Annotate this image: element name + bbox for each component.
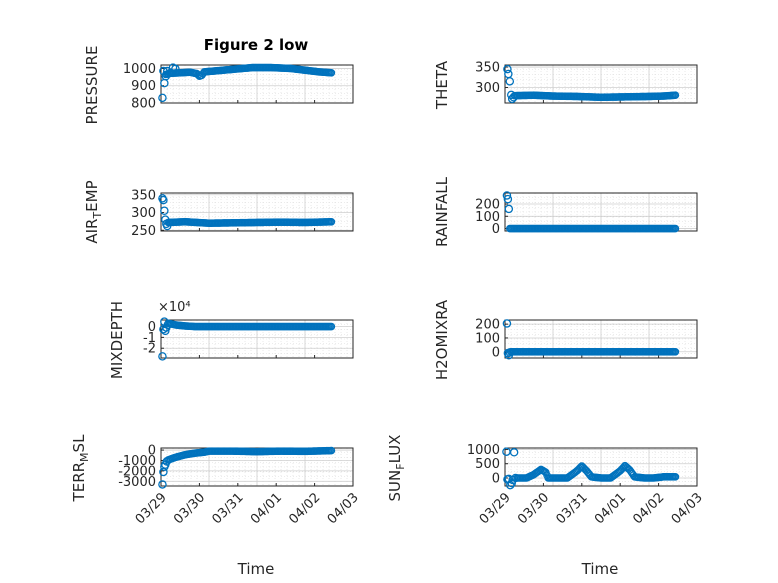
ylabel-theta: THETA <box>433 60 451 110</box>
data-point <box>327 322 336 331</box>
ytick-label: 0 <box>148 444 156 459</box>
ytick-label: 500 <box>475 457 500 472</box>
data-point <box>160 206 169 216</box>
ytick-label: 100 <box>475 331 500 346</box>
data-point <box>158 93 167 103</box>
panel-mixdepth: -2-10 <box>143 317 354 361</box>
data-point <box>162 221 172 231</box>
data-point <box>671 91 680 100</box>
panel-h2omixra-axes-box <box>504 319 698 359</box>
data-point <box>503 194 513 204</box>
ytick-label: 900 <box>131 79 156 94</box>
data-point <box>506 90 516 100</box>
data-point <box>163 320 172 330</box>
data-point <box>502 319 512 328</box>
ytick-label: 800 <box>131 97 156 112</box>
data-point <box>327 217 336 226</box>
data-point <box>171 64 180 74</box>
ylabel-sun-flux: SUNFLUX <box>386 435 407 502</box>
ytick-label: 0 <box>492 472 500 487</box>
ytick-label: -3000 <box>118 475 156 490</box>
data-point <box>505 77 515 86</box>
data-point <box>162 457 172 466</box>
ytick-label: -2 <box>143 342 156 357</box>
ytick-label: 1000 <box>123 62 156 77</box>
ylabel-terr-msl: TERRMSL <box>70 434 91 503</box>
data-point <box>158 352 167 361</box>
data-point <box>159 195 168 205</box>
ytick-label: 200 <box>475 198 500 213</box>
panel-theta-axes-box <box>504 64 698 104</box>
data-point <box>507 94 517 104</box>
data-point <box>504 204 514 214</box>
data-point <box>502 191 512 200</box>
data-point <box>671 473 680 481</box>
xlabel-right: Time <box>581 560 619 578</box>
data-point <box>503 64 512 74</box>
figure-title: Figure 2 low <box>204 36 309 54</box>
ytick-label: 0 <box>492 222 500 237</box>
data-point <box>619 463 628 471</box>
ytick-label: 300 <box>131 206 156 221</box>
data-point <box>671 347 680 356</box>
ylabel-air-temp: AIRTEMP <box>83 180 104 243</box>
ytick-label: -1 <box>143 331 156 346</box>
ylabel-mixdepth: MIXDEPTH <box>108 301 126 379</box>
ylabel-h2omixra: H2OMIXRA <box>433 299 451 380</box>
ytick-label: 250 <box>131 224 156 239</box>
data-point <box>506 480 515 490</box>
ytick-label: 350 <box>131 188 156 203</box>
data-point <box>327 446 336 455</box>
ytick-label: 100 <box>475 210 500 225</box>
ytick-label: 1000 <box>467 443 500 458</box>
panel-air_temp: 250 300 350 <box>131 188 354 239</box>
ytick-label: 300 <box>475 81 500 96</box>
data-point <box>158 480 167 489</box>
xlabel-left: Time <box>237 560 275 578</box>
data-point <box>327 68 336 77</box>
data-point <box>511 473 520 483</box>
ytick-label: -1000 <box>118 454 156 469</box>
ytick-label: -2000 <box>118 464 156 479</box>
ytick-label: 0 <box>148 320 156 335</box>
ytick-label: 200 <box>475 318 500 333</box>
data-point <box>509 448 519 457</box>
panel-pressure: 800 900 1000 <box>123 62 354 112</box>
mixdepth-exponent: ×10⁴ <box>158 300 191 315</box>
ylabel-rainfall: RAINFALL <box>433 176 451 247</box>
ytick-label: 0 <box>492 345 500 360</box>
panels-layer: 80090010003003502503003500100200-2-10010… <box>118 61 706 528</box>
data-point <box>509 93 518 102</box>
data-point <box>671 224 680 233</box>
data-point <box>505 348 515 357</box>
panel-sun_flux-axes-box <box>504 447 698 487</box>
ylabel-pressure: PRESSURE <box>83 46 101 125</box>
panel-mixdepth-axes-box <box>160 319 354 359</box>
ytick-label: 350 <box>475 61 500 76</box>
